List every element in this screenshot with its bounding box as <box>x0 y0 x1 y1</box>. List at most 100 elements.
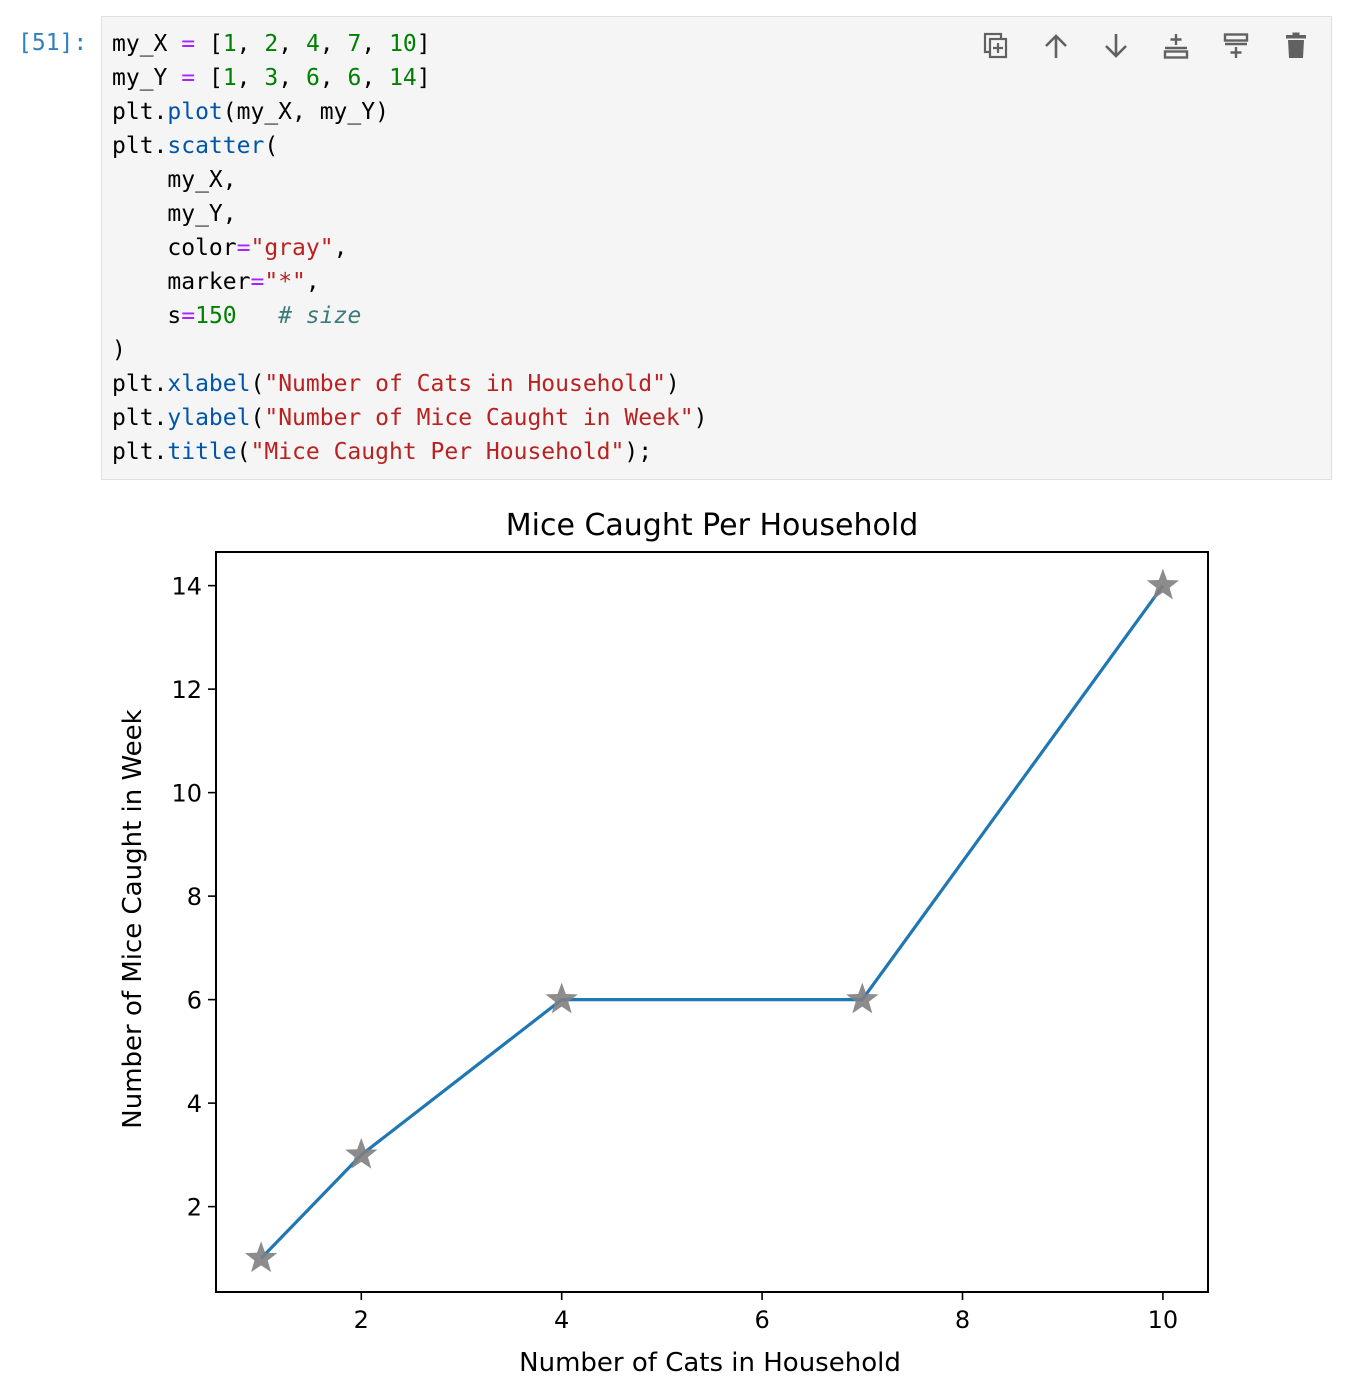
cell-toolbar <box>981 29 1311 63</box>
code-token: (my_X, my_Y) <box>222 99 389 125</box>
code-line: plt.title("Mice Caught Per Household"); <box>112 435 707 469</box>
code-line: my_X = [1, 2, 4, 7, 10] <box>112 27 707 61</box>
insert-above-button[interactable] <box>1221 29 1251 63</box>
delete-cell-button[interactable] <box>1281 29 1311 63</box>
data-point-star <box>545 982 578 1014</box>
cell-output: Mice Caught Per Household Number of Cats… <box>101 495 1332 1390</box>
code-token: , <box>305 269 320 295</box>
copy-icon <box>983 32 1008 59</box>
x-axis-label: Number of Cats in Household <box>519 1348 901 1378</box>
code-token: # size <box>278 303 362 329</box>
insert-below-icon <box>1163 34 1189 59</box>
code-token: , <box>333 235 348 261</box>
code-token: ( <box>236 439 251 465</box>
code-token: 7 <box>347 31 362 57</box>
line-chart: Mice Caught Per Household Number of Cats… <box>118 508 1209 1378</box>
code-token: "Mice Caught Per Household" <box>250 439 625 465</box>
y-tick-label: 12 <box>171 676 202 704</box>
y-tick-label: 14 <box>171 573 202 601</box>
code-line: ) <box>112 333 707 367</box>
code-token: plt. <box>112 133 168 159</box>
execution-count: [51]: <box>18 30 88 56</box>
code-token: 3 <box>264 65 279 91</box>
code-token: my_Y, <box>112 201 237 227</box>
duplicate-cell-button[interactable] <box>981 29 1011 63</box>
insert-above-icon <box>1223 33 1249 58</box>
code-token: = <box>181 31 196 57</box>
move-up-button[interactable] <box>1041 29 1071 63</box>
x-tick-label: 8 <box>955 1306 970 1334</box>
code-line: plt.xlabel("Number of Cats in Household"… <box>112 367 707 401</box>
code-token: 1 <box>222 31 237 57</box>
data-point-star <box>846 982 879 1014</box>
x-tick-label: 4 <box>554 1306 569 1334</box>
code-line: my_Y, <box>112 197 707 231</box>
code-token: , <box>361 65 390 91</box>
code-token: ) <box>112 337 126 363</box>
code-token: , <box>319 31 348 57</box>
data-point-star <box>345 1137 378 1169</box>
y-tick-label: 2 <box>187 1194 202 1222</box>
code-token: ( <box>250 405 265 431</box>
y-tick-label: 8 <box>187 883 202 911</box>
code-token: , <box>278 65 306 91</box>
code-token: = <box>236 235 251 261</box>
y-tick-label: 4 <box>187 1090 202 1118</box>
code-token: title <box>167 439 237 465</box>
code-token: 4 <box>305 31 320 57</box>
y-axis-label: Number of Mice Caught in Week <box>118 709 148 1128</box>
plot-frame <box>215 551 1209 1293</box>
code-token: 2 <box>264 31 279 57</box>
code-token: "*" <box>264 269 306 295</box>
code-token: = <box>181 303 196 329</box>
code-token <box>237 303 279 329</box>
move-down-button[interactable] <box>1101 29 1131 63</box>
code-line: plt.ylabel("Number of Mice Caught in Wee… <box>112 401 707 435</box>
code-token: plt. <box>112 439 168 465</box>
arrow-up-icon <box>1045 34 1067 58</box>
code-token: ) <box>693 405 708 431</box>
code-token: , <box>236 65 265 91</box>
code-token: my_X <box>112 31 182 57</box>
code-line: color="gray", <box>112 231 707 265</box>
code-token: marker <box>112 269 251 295</box>
code-token: , <box>319 65 348 91</box>
code-line: plt.plot(my_X, my_Y) <box>112 95 707 129</box>
x-tick-label: 6 <box>754 1306 769 1334</box>
code-token: my_Y <box>112 65 182 91</box>
code-line: my_Y = [1, 3, 6, 6, 14] <box>112 61 707 95</box>
code-token: ylabel <box>167 405 251 431</box>
code-token: , <box>278 31 306 57</box>
y-tick-label: 10 <box>171 780 202 808</box>
code-token: ( <box>250 371 265 397</box>
code-token: , <box>361 31 390 57</box>
code-token: 1 <box>222 65 237 91</box>
code-token: "gray" <box>250 235 334 261</box>
arrow-down-icon <box>1105 34 1127 58</box>
x-tick-label: 2 <box>354 1306 369 1334</box>
code-token: = <box>250 269 265 295</box>
x-tick-label: 10 <box>1148 1306 1179 1334</box>
code-token: plot <box>167 99 223 125</box>
insert-below-button[interactable] <box>1161 29 1191 63</box>
code-line: marker="*", <box>112 265 707 299</box>
code-token: "Number of Mice Caught in Week" <box>264 405 694 431</box>
code-token: plt. <box>112 371 168 397</box>
code-cell[interactable]: my_X = [1, 2, 4, 7, 10] my_Y = [1, 3, 6, … <box>101 16 1332 480</box>
code-token: 14 <box>389 65 417 91</box>
code-token: xlabel <box>167 371 251 397</box>
code-token: "Number of Cats in Household" <box>264 371 666 397</box>
code-token: [ <box>195 65 223 91</box>
code-token: s <box>112 303 182 329</box>
code-token: scatter <box>167 133 265 159</box>
y-tick-label: 6 <box>187 987 202 1015</box>
chart-title: Mice Caught Per Household <box>506 508 919 543</box>
code-token: ( <box>264 133 279 159</box>
code-token: color <box>112 235 237 261</box>
data-point-star <box>244 1241 278 1273</box>
trash-icon <box>1286 32 1306 58</box>
code-token: ] <box>416 31 431 57</box>
code-line: plt.scatter( <box>112 129 707 163</box>
code-editor[interactable]: my_X = [1, 2, 4, 7, 10] my_Y = [1, 3, 6, … <box>112 27 707 469</box>
code-token: plt. <box>112 99 168 125</box>
